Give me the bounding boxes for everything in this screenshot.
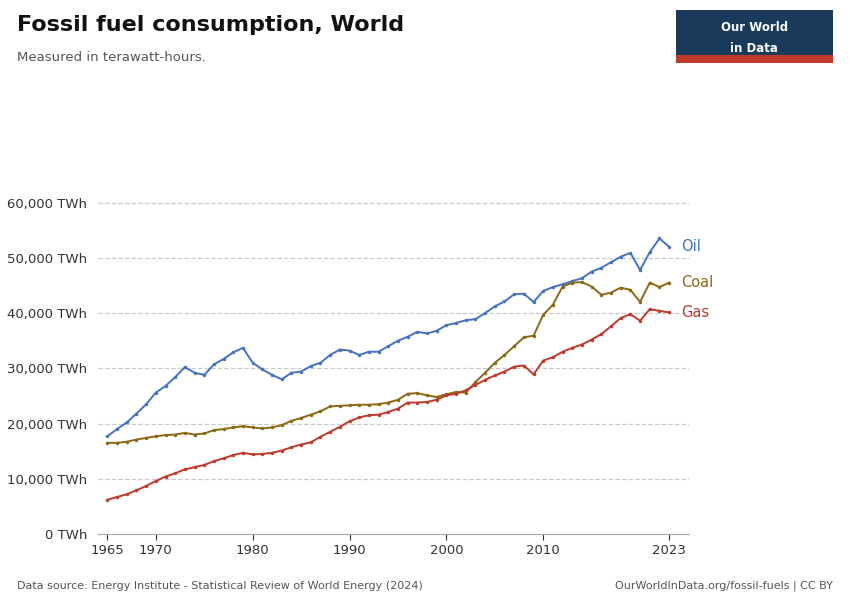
Text: Measured in terawatt-hours.: Measured in terawatt-hours. xyxy=(17,51,206,64)
Text: Oil: Oil xyxy=(681,239,700,254)
Text: Data source: Energy Institute - Statistical Review of World Energy (2024): Data source: Energy Institute - Statisti… xyxy=(17,581,422,591)
Text: Gas: Gas xyxy=(681,305,709,320)
Text: in Data: in Data xyxy=(730,42,779,55)
Text: Our World: Our World xyxy=(721,20,788,34)
Text: Fossil fuel consumption, World: Fossil fuel consumption, World xyxy=(17,15,404,35)
Text: OurWorldInData.org/fossil-fuels | CC BY: OurWorldInData.org/fossil-fuels | CC BY xyxy=(615,581,833,591)
Text: Coal: Coal xyxy=(681,275,713,290)
